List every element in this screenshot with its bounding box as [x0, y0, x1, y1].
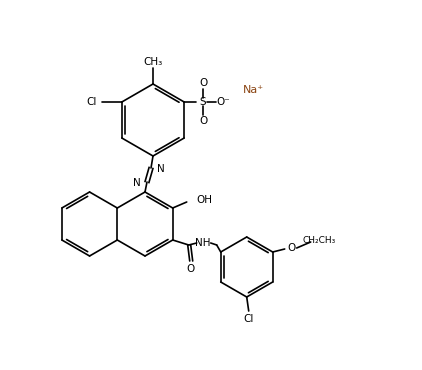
- Text: N: N: [157, 164, 165, 174]
- Text: CH₂CH₃: CH₂CH₃: [302, 235, 335, 245]
- Text: CH₃: CH₃: [143, 57, 162, 67]
- Text: Na⁺: Na⁺: [243, 85, 264, 95]
- Text: OH: OH: [197, 195, 213, 205]
- Text: S: S: [200, 97, 206, 107]
- Text: Cl: Cl: [243, 314, 254, 324]
- Text: NH: NH: [195, 238, 211, 248]
- Text: O⁻: O⁻: [216, 97, 230, 107]
- Text: O: O: [199, 116, 207, 126]
- Text: Cl: Cl: [87, 97, 97, 107]
- Text: O: O: [199, 78, 207, 88]
- Text: O: O: [187, 264, 195, 274]
- Text: O: O: [287, 243, 296, 253]
- Text: N: N: [133, 178, 141, 188]
